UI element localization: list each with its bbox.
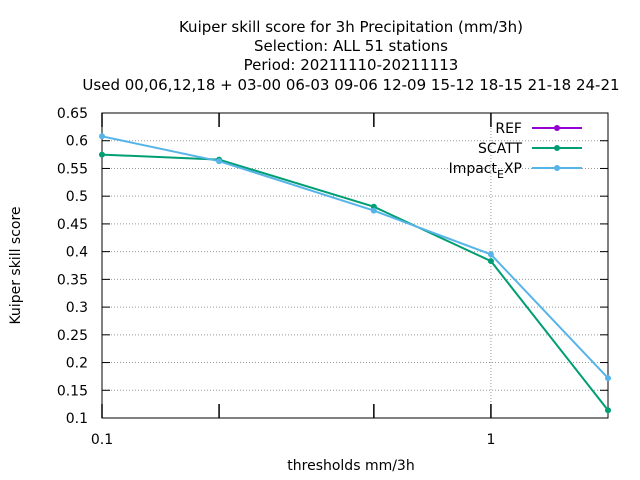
chart-title: Kuiper skill score for 3h Precipitation … bbox=[82, 18, 619, 94]
y-tick-label: 0.25 bbox=[57, 328, 88, 344]
y-tick-label: 0.2 bbox=[66, 356, 88, 372]
title-line: Selection: ALL 51 stations bbox=[254, 37, 448, 55]
x-tick-label: 1 bbox=[486, 432, 495, 448]
data-point bbox=[605, 375, 611, 382]
legend-label: SCATT bbox=[478, 141, 522, 157]
y-tick-label: 0.3 bbox=[66, 300, 88, 316]
title-line: Period: 20211110-20211113 bbox=[244, 56, 459, 74]
x-axis: 0.1 1 bbox=[91, 113, 495, 448]
legend-swatch-marker bbox=[554, 165, 560, 171]
plot-frame bbox=[101, 112, 609, 419]
legend-label: REF bbox=[495, 121, 522, 137]
data-point bbox=[487, 258, 494, 265]
legend-swatch-marker bbox=[554, 145, 560, 151]
legend-label: ImpactEXP bbox=[449, 161, 522, 181]
grid bbox=[102, 113, 608, 418]
title-line: Used 00,06,12,18 + 03-00 06-03 09-06 12-… bbox=[82, 76, 619, 94]
y-tick-label: 0.65 bbox=[57, 106, 88, 122]
x-tick-label: 0.1 bbox=[91, 432, 113, 448]
y-tick-label: 0.15 bbox=[57, 383, 88, 399]
legend-swatch-marker bbox=[554, 125, 560, 131]
y-tick-label: 0.55 bbox=[57, 161, 88, 177]
data-point bbox=[216, 158, 223, 165]
y-tick-label: 0.6 bbox=[66, 134, 88, 150]
legend: REF SCATT ImpactEXP bbox=[449, 121, 582, 181]
data-point bbox=[99, 133, 105, 140]
y-tick-label: 0.35 bbox=[57, 272, 88, 288]
series-line-scatt bbox=[101, 153, 609, 411]
data-point bbox=[99, 151, 105, 158]
y-axis: 0.1 0.15 0.2 0.25 0.3 0.35 0.4 0.45 0.5 0.55 0.6 0.… bbox=[57, 106, 608, 427]
x-axis-label: thresholds mm/3h bbox=[287, 458, 414, 474]
y-tick-label: 0.1 bbox=[66, 411, 88, 427]
series-layer bbox=[99, 133, 611, 414]
data-point bbox=[605, 407, 611, 414]
y-tick-label: 0.4 bbox=[66, 245, 88, 261]
y-tick-label: 0.45 bbox=[57, 217, 88, 233]
y-tick-label: 0.5 bbox=[66, 189, 88, 205]
y-axis-label: Kuiper skill score bbox=[8, 206, 24, 324]
data-point bbox=[487, 251, 494, 258]
data-point bbox=[370, 207, 377, 214]
title-line: Kuiper skill score for 3h Precipitation … bbox=[179, 18, 523, 36]
series-line-impact-exp bbox=[101, 135, 609, 379]
